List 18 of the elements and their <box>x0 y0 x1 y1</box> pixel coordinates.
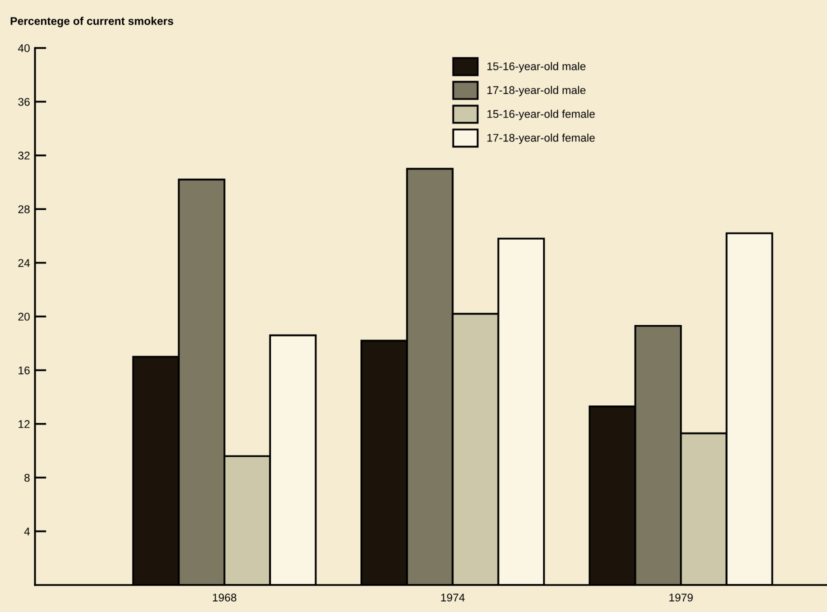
legend-label: 17-18-year-old female <box>487 134 595 144</box>
x-tick-label: 1979 <box>669 594 693 602</box>
y-tick-label: 20 <box>18 312 30 321</box>
y-tick-label: 36 <box>18 98 30 106</box>
legend-label: 15-16-year-old female <box>487 110 595 120</box>
legend-label: 17-18-year-old male <box>487 86 586 96</box>
y-tick-label: 28 <box>18 205 30 214</box>
y-tick-label: 16 <box>18 366 30 374</box>
y-tick-label: 32 <box>18 152 30 160</box>
y-axis-title: Percentege of current smokers <box>10 16 174 28</box>
x-tick-label: 1974 <box>441 594 465 602</box>
y-tick-label: 12 <box>18 420 30 428</box>
y-tick-label: 8 <box>24 474 30 482</box>
y-tick-label: 40 <box>18 44 30 52</box>
y-tick-label: 4 <box>24 528 30 536</box>
legend-label: 15-16-year-old male <box>487 62 586 72</box>
x-tick-label: 1968 <box>212 594 236 602</box>
y-tick-label: 24 <box>18 259 30 267</box>
